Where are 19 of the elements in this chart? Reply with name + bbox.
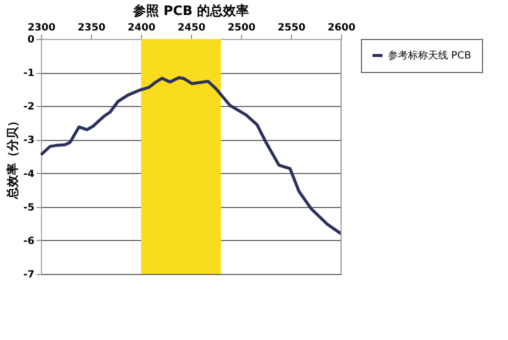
x-tick-label: 2350 (78, 22, 106, 34)
y-tick-label: -6 (23, 236, 35, 247)
y-tick-label: -3 (23, 135, 35, 146)
y-axis-title: 总效率（分贝） (5, 115, 20, 200)
x-tick-label: 2500 (228, 22, 256, 34)
y-tick-label: -1 (23, 68, 35, 80)
x-tick-label: 2400 (128, 22, 156, 34)
line-series (40, 76, 342, 236)
y-tick-label: -4 (23, 168, 35, 180)
x-tick-label: 2450 (178, 22, 206, 34)
legend-label: 参考标称天线 PCB (388, 50, 472, 62)
y-tick-label: -5 (23, 202, 35, 214)
y-tick-label: 0 (28, 34, 35, 46)
y-tick-label: -2 (23, 102, 35, 113)
y-tick-label: -7 (23, 270, 35, 280)
x-tick-label: 2550 (278, 22, 306, 34)
x-tick-label: 2300 (28, 22, 56, 34)
x-tick-label: 2600 (328, 22, 356, 34)
chart-title: 参照 PCB 的总效率 (132, 3, 250, 19)
